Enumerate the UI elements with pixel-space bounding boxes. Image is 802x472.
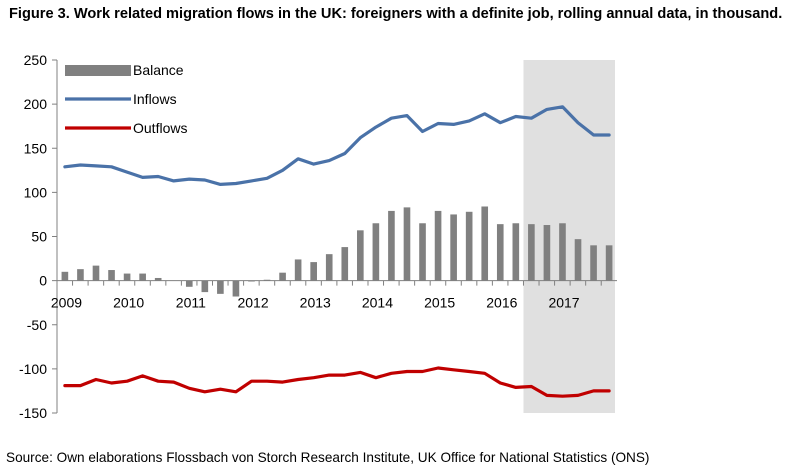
balance-bar bbox=[465, 211, 473, 281]
balance-bar bbox=[185, 280, 193, 287]
balance-bar bbox=[574, 239, 582, 281]
y-tick-label: -50 bbox=[27, 317, 47, 333]
balance-bar bbox=[341, 247, 349, 281]
balance-bar bbox=[232, 280, 240, 297]
x-tick-label: 2009 bbox=[51, 295, 82, 311]
balance-bar bbox=[108, 270, 115, 281]
x-tick-label: 2015 bbox=[424, 295, 455, 311]
x-tick-label: 2016 bbox=[486, 295, 517, 311]
x-tick-label: 2011 bbox=[176, 295, 206, 311]
balance-bar bbox=[481, 206, 489, 281]
balance-bar bbox=[512, 223, 520, 281]
balance-bar bbox=[543, 225, 551, 281]
legend-label-outflows: Outflows bbox=[133, 120, 187, 136]
balance-bar bbox=[357, 230, 364, 281]
balance-bar bbox=[294, 259, 302, 281]
outflows-line bbox=[63, 366, 611, 398]
y-tick-label: 50 bbox=[31, 229, 47, 245]
y-tick-label: 100 bbox=[24, 184, 48, 200]
balance-bar bbox=[77, 269, 84, 281]
legend-swatch-balance bbox=[65, 65, 131, 76]
x-tick-label: 2014 bbox=[362, 295, 393, 311]
x-tick-label: 2013 bbox=[300, 295, 331, 311]
series-lines bbox=[63, 105, 611, 398]
balance-bar bbox=[123, 273, 131, 281]
y-tick-label: -100 bbox=[19, 361, 47, 377]
balance-bar bbox=[496, 224, 504, 281]
y-tick-label: 200 bbox=[24, 96, 48, 112]
balance-bar bbox=[325, 254, 333, 281]
y-tick-label: -150 bbox=[19, 405, 47, 421]
balance-bar bbox=[61, 271, 69, 281]
x-tick-label: 2012 bbox=[237, 295, 268, 311]
x-ticks: 2009 2010 2011 2012 2013 2014 2015 2016 2017 bbox=[51, 280, 602, 311]
balance-bar bbox=[590, 245, 597, 281]
chart-title: Figure 3. Work related migration flows i… bbox=[9, 6, 783, 22]
x-tick-label: 2017 bbox=[548, 295, 579, 311]
balance-bar bbox=[217, 280, 224, 294]
y-ticks: -150 -100 -50 0 50 100 150 200 250 bbox=[19, 52, 57, 421]
balance-bar bbox=[528, 224, 535, 281]
balance-bar bbox=[419, 223, 426, 281]
balance-bar bbox=[372, 223, 380, 281]
balance-bars bbox=[61, 206, 613, 297]
y-tick-label: 250 bbox=[24, 52, 48, 68]
x-tick-label: 2010 bbox=[113, 295, 144, 311]
legend-label-inflows: Inflows bbox=[133, 91, 177, 107]
balance-bar bbox=[92, 265, 100, 281]
highlight-band bbox=[523, 60, 615, 413]
balance-bar bbox=[605, 245, 613, 281]
legend: Balance Inflows Outflows bbox=[65, 62, 187, 136]
balance-bar bbox=[279, 272, 286, 281]
balance-bar bbox=[450, 214, 457, 281]
inflows-line bbox=[63, 105, 611, 186]
legend-label-balance: Balance bbox=[133, 62, 184, 78]
balance-bar bbox=[434, 210, 442, 281]
balance-bar bbox=[559, 223, 566, 281]
y-tick-label: 0 bbox=[39, 273, 47, 289]
balance-bar bbox=[154, 277, 162, 281]
balance-bar bbox=[139, 273, 146, 281]
balance-bar bbox=[388, 210, 395, 281]
source-note: Source: Own elaborations Flossbach von S… bbox=[6, 450, 650, 465]
balance-bar bbox=[310, 262, 317, 281]
balance-bar bbox=[201, 280, 209, 293]
balance-bar bbox=[403, 207, 411, 281]
y-tick-label: 150 bbox=[24, 140, 48, 156]
